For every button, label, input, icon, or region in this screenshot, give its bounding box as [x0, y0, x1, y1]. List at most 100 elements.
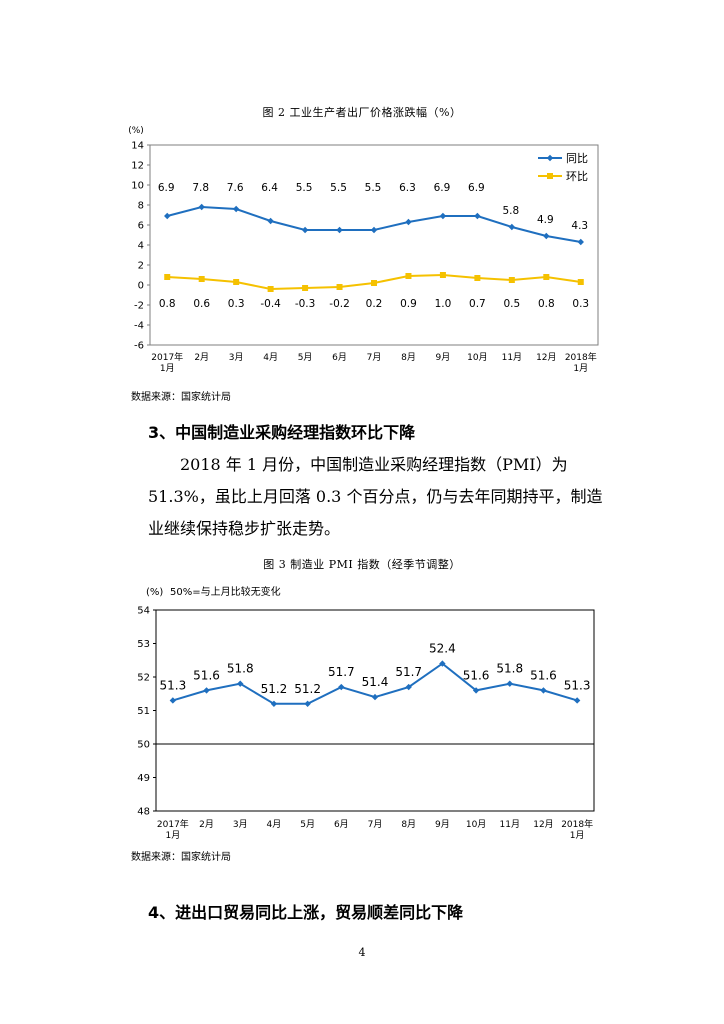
data-label: 0.2 [366, 298, 383, 310]
x-tick-label: 10月 [466, 819, 486, 830]
y-tick-label: 48 [137, 807, 150, 818]
x-tick-label: 2018年 1月 [561, 818, 593, 841]
data-point [439, 212, 447, 220]
data-point [233, 279, 240, 285]
data-label: 6.9 [434, 182, 451, 194]
data-point [164, 274, 171, 280]
x-tick-label: 3月 [229, 352, 244, 363]
x-tick-label: 4月 [263, 352, 278, 363]
data-point [547, 173, 553, 179]
data-label: 51.7 [395, 665, 422, 679]
y-tick-label: 10 [131, 181, 144, 192]
data-point [267, 217, 274, 225]
data-label: 7.8 [192, 182, 209, 194]
data-point [577, 238, 584, 246]
data-point [371, 280, 377, 286]
data-point [304, 700, 311, 707]
data-label: 0.3 [572, 298, 589, 310]
data-label: 6.9 [468, 182, 485, 194]
x-tick-label: 4月 [267, 819, 282, 830]
data-point [164, 212, 171, 220]
data-label: 0.5 [503, 298, 520, 310]
y-tick-label: -4 [134, 321, 144, 332]
figure3-source: 数据来源：国家统计局 [131, 852, 231, 863]
x-tick-label: 9月 [436, 352, 451, 363]
data-point [546, 154, 554, 162]
y-tick-label: 2 [138, 261, 144, 272]
chart-note: 50%=与上月比较无变化 [170, 585, 281, 598]
data-label: -0.3 [295, 298, 316, 310]
x-tick-label: 2月 [199, 819, 214, 830]
y-tick-label: 0 [138, 281, 144, 292]
data-label: 51.6 [463, 668, 490, 682]
y-tick-label: 50 [137, 740, 150, 751]
data-label: 4.9 [537, 214, 554, 226]
data-label: 51.6 [193, 668, 220, 682]
data-label: 51.2 [294, 682, 321, 696]
data-label: -0.2 [329, 298, 350, 310]
y-tick-label: 8 [138, 201, 144, 212]
data-label: 0.8 [159, 298, 176, 310]
x-tick-label: 11月 [502, 352, 522, 363]
figure3-chart: (%) 50%=与上月比较无变化 48 49 50 51 52 53 54 2017年 1月 2月 3月… [137, 585, 595, 841]
y-tick-label: 53 [137, 639, 150, 650]
data-point [540, 687, 547, 694]
data-label: 52.4 [429, 642, 456, 656]
x-tick-label: 2018年 1月 [565, 351, 597, 374]
y-tick-label: 52 [137, 673, 150, 684]
y-tick-label: 6 [138, 221, 144, 232]
data-label: 4.3 [571, 220, 588, 232]
data-label: 51.8 [227, 662, 254, 676]
data-point [336, 226, 343, 234]
data-label: 0.8 [538, 298, 555, 310]
y-tick-label: -2 [134, 301, 144, 312]
y-tick-label: -6 [134, 341, 144, 352]
x-tick-label: 12月 [536, 352, 556, 363]
data-point [439, 272, 446, 278]
data-point [198, 203, 205, 211]
figure3-title: 图 3 制造业 PMI 指数（经季节调整） [263, 558, 461, 571]
section3-paragraph: 2018 年 1 月份，中国制造业采购经理指数（PMI）为 51.3%，虽比上月… [148, 455, 603, 538]
x-tick-label: 2月 [194, 352, 209, 363]
data-label: 51.8 [496, 662, 523, 676]
data-label: 51.6 [530, 668, 557, 682]
page-number: 4 [358, 946, 366, 959]
data-label: 51.7 [328, 665, 355, 679]
figure2-source: 数据来源：国家统计局 [131, 392, 231, 403]
data-point [577, 279, 584, 285]
plot-area [149, 144, 599, 346]
data-label: 7.6 [227, 182, 244, 194]
data-label: 6.9 [158, 182, 175, 194]
data-point [169, 697, 177, 704]
data-point [508, 277, 515, 283]
x-tick-label: 8月 [401, 819, 416, 830]
x-tick-label: 3月 [233, 819, 248, 830]
x-tick-label: 6月 [332, 352, 347, 363]
x-tick-label: 5月 [300, 819, 315, 830]
data-point [506, 680, 513, 687]
data-point [302, 285, 309, 291]
data-point [301, 226, 309, 234]
data-label: 0.6 [193, 298, 210, 310]
y-unit-label: (%) [146, 587, 163, 598]
data-point [405, 218, 412, 226]
x-tick-label: 11月 [500, 819, 520, 830]
data-point [232, 205, 240, 213]
x-tick-label: 5月 [298, 352, 313, 363]
data-point [336, 284, 343, 290]
data-label: 5.5 [330, 182, 347, 194]
y-unit-label: (%) [128, 126, 144, 136]
data-label: 51.2 [261, 682, 288, 696]
x-tick-label: 8月 [401, 352, 416, 363]
section4-heading: 4、进出口贸易同比上涨，贸易顺差同比下降 [148, 903, 464, 922]
y-tick-label: 49 [137, 773, 150, 784]
data-point [371, 693, 379, 701]
data-label: -0.4 [260, 298, 281, 310]
data-point [198, 276, 205, 282]
x-tick-label: 2017年 1月 [151, 351, 183, 374]
data-point [203, 687, 210, 694]
data-label: 0.3 [228, 298, 245, 310]
data-point [405, 273, 412, 279]
data-label: 6.3 [399, 182, 416, 194]
data-label: 0.7 [469, 298, 486, 310]
